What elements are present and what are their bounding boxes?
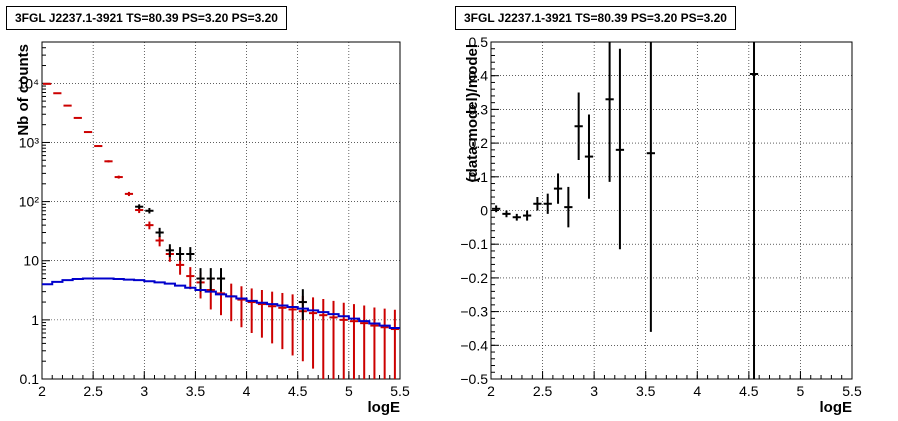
x-tick-label: 4 xyxy=(243,383,251,399)
y-tick-label: −0.1 xyxy=(460,236,488,252)
x-tick-label: 3 xyxy=(590,383,598,399)
y-tick-label: 10 xyxy=(23,253,39,269)
residual-panel: 2 2.5 3 3.5 4 4.5 5 5.5 −0.5 −0.4 −0.3 −0.2 −0.1 0 0.1… xyxy=(449,0,898,421)
x-tick-label: 5 xyxy=(797,383,805,399)
y-tick-label: 0 xyxy=(480,203,488,219)
x-tick-label: 2 xyxy=(38,383,46,399)
plot-frame xyxy=(41,41,401,380)
y-tick-label: 0.2 xyxy=(469,135,489,151)
y-tick-label: −0.5 xyxy=(460,371,488,387)
counts-panel: 2 2.5 3 3.5 4 4.5 5 5.5 0.1 1 10 10² 10³ 10⁴ logE Nb of… xyxy=(6,6,410,416)
y-tick-label: 10⁴ xyxy=(17,75,39,91)
y-tick-label: 0.1 xyxy=(469,169,489,185)
y-axis-label: Nb of counts xyxy=(15,44,32,136)
y-tick-label: 0.4 xyxy=(469,68,489,84)
x-tick-label: 2.5 xyxy=(83,383,103,399)
y-tick-label: 10³ xyxy=(19,134,40,150)
y-tick-label: 1 xyxy=(31,312,39,328)
x-axis-label: logE xyxy=(820,399,853,416)
x-tick-label: 5.5 xyxy=(842,383,862,399)
model-step-line xyxy=(42,277,400,329)
x-tick-label: 3.5 xyxy=(636,383,656,399)
y-tick-label: 0.3 xyxy=(469,101,489,117)
residual-chart: 2 2.5 3 3.5 4 4.5 5 5.5 −0.5 −0.4 −0.3 −0.2 −0.1 0 0.1… xyxy=(460,34,862,416)
y-tick-label: 10² xyxy=(19,194,40,210)
y-tick-label: −0.3 xyxy=(460,304,488,320)
x-tick-label: 4.5 xyxy=(739,383,759,399)
x-tick-label: 2 xyxy=(487,383,495,399)
x-tick-label: 3 xyxy=(140,383,148,399)
y-tick-label: −0.4 xyxy=(460,337,488,353)
chart-title: 3FGL J2237.1-3921 TS=80.39 PS=3.20 PS=3.… xyxy=(455,6,736,30)
x-tick-label: 4.5 xyxy=(288,383,308,399)
x-tick-label: 3.5 xyxy=(186,383,206,399)
y-axis-label: (data-model)/model xyxy=(464,44,481,182)
chart-title: 3FGL J2237.1-3921 TS=80.39 PS=3.20 PS=3.… xyxy=(6,6,287,30)
x-tick-label: 5.5 xyxy=(390,383,410,399)
x-tick-label: 5 xyxy=(345,383,353,399)
x-tick-label: 4 xyxy=(693,383,701,399)
y-tick-label: 0.5 xyxy=(469,34,489,50)
y-tick-label: 0.1 xyxy=(20,371,40,387)
x-tick-label: 2.5 xyxy=(533,383,553,399)
y-tick-label: −0.2 xyxy=(460,270,488,286)
counts-chart: 2 2.5 3 3.5 4 4.5 5 5.5 0.1 1 10 10² 10³ 10⁴ logE Nb of… xyxy=(15,41,410,416)
x-axis-label: logE xyxy=(368,399,401,416)
